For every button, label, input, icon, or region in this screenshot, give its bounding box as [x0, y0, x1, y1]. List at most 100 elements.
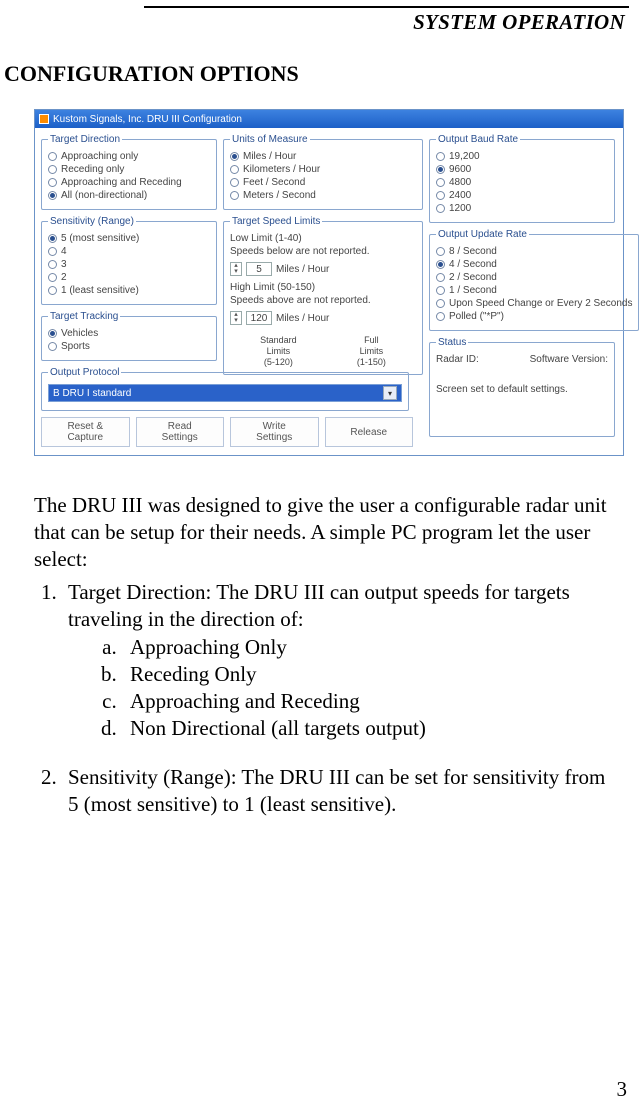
- rate-opt-0-label: 8 / Second: [449, 246, 497, 257]
- read-settings-button[interactable]: Read Settings: [136, 417, 225, 447]
- list-item-1d: Non Directional (all targets output): [122, 715, 607, 742]
- td-opt-1-label: Receding only: [61, 164, 124, 175]
- rate-opt-0[interactable]: 8 / Second: [436, 246, 632, 257]
- high-limit-value[interactable]: 120: [246, 311, 272, 325]
- protocol-legend: Output Protocol: [48, 367, 121, 378]
- baud-opt-4[interactable]: 1200: [436, 203, 608, 214]
- read-settings-label: Read Settings: [162, 421, 198, 443]
- list-item-1-text: Target Direction: The DRU III can output…: [68, 580, 570, 631]
- speed-limits-legend: Target Speed Limits: [230, 216, 322, 227]
- page-title: CONFIGURATION OPTIONS: [4, 61, 629, 87]
- low-limit-unit: Miles / Hour: [276, 264, 329, 275]
- td-opt-0[interactable]: Approaching only: [48, 151, 210, 162]
- high-limit-unit: Miles / Hour: [276, 313, 329, 324]
- standard-limits-button[interactable]: Standard Limits (5-120): [260, 335, 297, 368]
- reset-capture-button[interactable]: Reset & Capture: [41, 417, 130, 447]
- sens-opt-1-label: 4: [61, 246, 67, 257]
- unit-opt-3[interactable]: Meters / Second: [230, 190, 416, 201]
- list-item-2: Sensitivity (Range): The DRU III can be …: [62, 764, 607, 818]
- header-section: SYSTEM OPERATION: [4, 10, 625, 35]
- unit-opt-1-label: Kilometers / Hour: [243, 164, 320, 175]
- high-limit-label: High Limit (50-150): [230, 282, 416, 293]
- update-rate-group: Output Update Rate 8 / Second 4 / Second…: [429, 229, 639, 331]
- target-direction-group: Target Direction Approaching only Recedi…: [41, 134, 217, 210]
- rate-opt-5-label: Polled ("*P"): [449, 311, 504, 322]
- unit-opt-0-label: Miles / Hour: [243, 151, 296, 162]
- status-group: Status Radar ID: Software Version: Scree…: [429, 337, 615, 437]
- baud-legend: Output Baud Rate: [436, 134, 520, 145]
- sens-opt-2[interactable]: 3: [48, 259, 210, 270]
- rate-opt-4[interactable]: Upon Speed Change or Every 2 Seconds: [436, 298, 632, 309]
- rate-opt-3[interactable]: 1 / Second: [436, 285, 632, 296]
- baud-opt-2[interactable]: 4800: [436, 177, 608, 188]
- tracking-legend: Target Tracking: [48, 311, 120, 322]
- sens-opt-3-label: 2: [61, 272, 67, 283]
- baud-opt-4-label: 1200: [449, 203, 471, 214]
- sens-opt-0[interactable]: 5 (most sensitive): [48, 233, 210, 244]
- track-opt-1[interactable]: Sports: [48, 341, 210, 352]
- page-number: 3: [617, 1077, 628, 1102]
- sens-opt-3[interactable]: 2: [48, 272, 210, 283]
- rate-opt-3-label: 1 / Second: [449, 285, 497, 296]
- unit-opt-2[interactable]: Feet / Second: [230, 177, 416, 188]
- list-item-1a: Approaching Only: [122, 634, 607, 661]
- high-limit-note: Speeds above are not reported.: [230, 295, 416, 306]
- rate-opt-1[interactable]: 4 / Second: [436, 259, 632, 270]
- low-limit-note: Speeds below are not reported.: [230, 246, 416, 257]
- unit-opt-1[interactable]: Kilometers / Hour: [230, 164, 416, 175]
- td-opt-3[interactable]: All (non-directional): [48, 190, 210, 201]
- document-body: The DRU III was designed to give the use…: [34, 492, 607, 818]
- unit-opt-0[interactable]: Miles / Hour: [230, 151, 416, 162]
- intro-paragraph: The DRU III was designed to give the use…: [34, 492, 607, 573]
- td-opt-2[interactable]: Approaching and Receding: [48, 177, 210, 188]
- sens-opt-1[interactable]: 4: [48, 246, 210, 257]
- full-limits-button[interactable]: Full Limits (1-150): [357, 335, 386, 368]
- software-version-label: Software Version:: [530, 352, 608, 368]
- track-opt-1-label: Sports: [61, 341, 90, 352]
- baud-opt-1-label: 9600: [449, 164, 471, 175]
- td-opt-0-label: Approaching only: [61, 151, 138, 162]
- td-opt-3-label: All (non-directional): [61, 190, 147, 201]
- sens-opt-4-label: 1 (least sensitive): [61, 285, 139, 296]
- high-spin-buttons[interactable]: ▴▾: [230, 311, 242, 325]
- reset-capture-label: Reset & Capture: [67, 421, 103, 443]
- sens-opt-2-label: 3: [61, 259, 67, 270]
- tracking-group: Target Tracking Vehicles Sports: [41, 311, 217, 361]
- baud-opt-0[interactable]: 19,200: [436, 151, 608, 162]
- sens-opt-4[interactable]: 1 (least sensitive): [48, 285, 210, 296]
- baud-opt-3[interactable]: 2400: [436, 190, 608, 201]
- status-legend: Status: [436, 337, 468, 348]
- baud-group: Output Baud Rate 19,200 9600 4800 2400 1…: [429, 134, 615, 223]
- rate-opt-2[interactable]: 2 / Second: [436, 272, 632, 283]
- low-limit-value[interactable]: 5: [246, 262, 272, 276]
- rate-opt-5[interactable]: Polled ("*P"): [436, 311, 632, 322]
- sens-opt-0-label: 5 (most sensitive): [61, 233, 139, 244]
- radar-id-label: Radar ID:: [436, 352, 479, 368]
- window-titlebar: Kustom Signals, Inc. DRU III Configurati…: [35, 110, 623, 128]
- list-item-1c: Approaching and Receding: [122, 688, 607, 715]
- list-item-1b: Receding Only: [122, 661, 607, 688]
- units-group: Units of Measure Miles / Hour Kilometers…: [223, 134, 423, 210]
- unit-opt-2-label: Feet / Second: [243, 177, 305, 188]
- baud-opt-2-label: 4800: [449, 177, 471, 188]
- protocol-value: B DRU I standard: [53, 388, 131, 399]
- speed-limits-group: Target Speed Limits Low Limit (1-40) Spe…: [223, 216, 423, 375]
- sensitivity-legend: Sensitivity (Range): [48, 216, 136, 227]
- window-title: Kustom Signals, Inc. DRU III Configurati…: [53, 114, 242, 125]
- rate-opt-4-label: Upon Speed Change or Every 2 Seconds: [449, 298, 632, 309]
- rate-opt-1-label: 4 / Second: [449, 259, 497, 270]
- status-message: Screen set to default settings.: [436, 382, 608, 398]
- list-item-1: Target Direction: The DRU III can output…: [62, 579, 607, 742]
- td-opt-1[interactable]: Receding only: [48, 164, 210, 175]
- unit-opt-3-label: Meters / Second: [243, 190, 316, 201]
- header-rule: [144, 6, 629, 8]
- baud-opt-1[interactable]: 9600: [436, 164, 608, 175]
- target-direction-legend: Target Direction: [48, 134, 122, 145]
- track-opt-0[interactable]: Vehicles: [48, 328, 210, 339]
- low-limit-label: Low Limit (1-40): [230, 233, 416, 244]
- track-opt-0-label: Vehicles: [61, 328, 98, 339]
- baud-opt-0-label: 19,200: [449, 151, 480, 162]
- low-spin-buttons[interactable]: ▴▾: [230, 262, 242, 276]
- units-legend: Units of Measure: [230, 134, 310, 145]
- app-icon: [39, 114, 49, 124]
